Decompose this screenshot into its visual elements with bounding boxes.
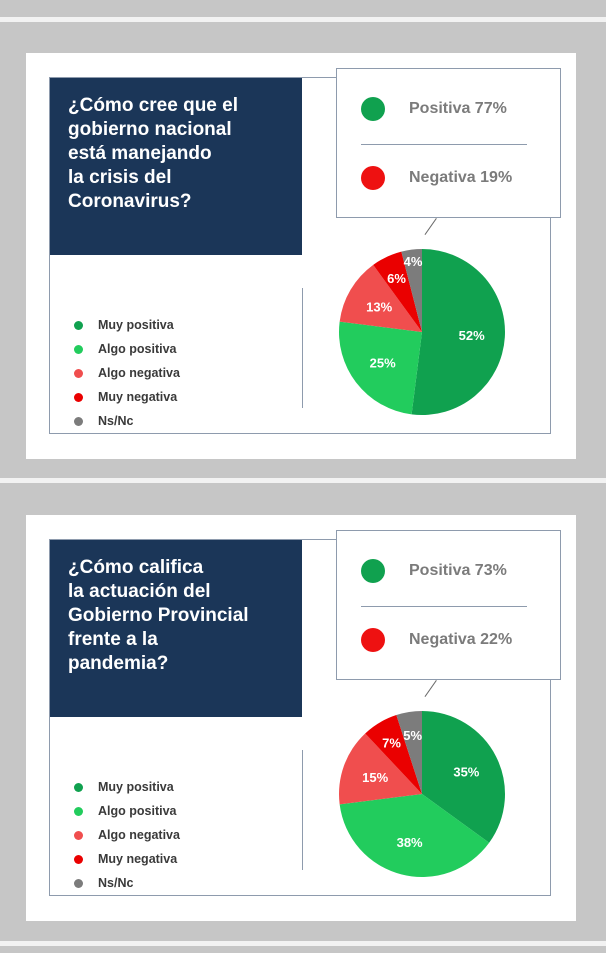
legend-item: Muy negativa <box>74 847 180 871</box>
legend-item: Algo negativa <box>74 823 180 847</box>
legend-item: Muy positiva <box>74 313 180 337</box>
legend-label: Algo positiva <box>98 804 177 818</box>
summary-negative-row: Negativa 19% <box>361 163 512 193</box>
slice-muy-negativa <box>365 715 422 794</box>
slice-label: 38% <box>397 835 423 850</box>
slice-label: 13% <box>366 300 392 315</box>
question-line: la crisis del <box>68 167 172 188</box>
summary-negative-text: Negativa 19% <box>409 169 513 186</box>
summary-divider <box>361 144 527 145</box>
question-line: Gobierno Provincial <box>68 605 249 626</box>
chart-frame-1: ¿Cómo cree que el gobierno nacional está… <box>49 68 561 434</box>
legend-dot <box>74 830 83 840</box>
slice-muy-positiva <box>422 711 505 843</box>
question-line: ¿Cómo cree que el <box>68 95 238 116</box>
positive-dot <box>361 559 385 583</box>
legend-dot <box>74 782 83 792</box>
summary-positive-text: Positiva 77% <box>409 100 507 117</box>
separator-line <box>302 750 303 870</box>
question-box-1: ¿Cómo cree que el gobierno nacional está… <box>50 78 302 255</box>
legend-dot <box>74 806 83 816</box>
slice-ns-nc <box>401 249 422 332</box>
connector-line <box>424 218 437 235</box>
question-line: gobierno nacional <box>68 119 232 140</box>
legend-dot <box>74 368 83 378</box>
pie-chart-1: 52% 25% 13% 6% 4% <box>339 249 506 415</box>
slice-algo-negativa <box>339 733 422 805</box>
legend-label: Ns/Nc <box>98 876 134 890</box>
slice-label: 52% <box>459 328 485 343</box>
summary-positive-row: Positiva 73% <box>361 556 507 586</box>
legend-2: Muy positiva Algo positiva Algo negativa… <box>74 775 180 895</box>
slice-algo-positiva <box>339 794 490 877</box>
legend-dot <box>74 344 83 354</box>
legend-dot <box>74 854 83 864</box>
legend-item: Ns/Nc <box>74 409 180 433</box>
connector-line <box>424 680 437 697</box>
legend-item: Muy negativa <box>74 385 180 409</box>
slice-algo-negativa <box>339 264 422 332</box>
legend-label: Algo negativa <box>98 828 180 842</box>
slice-muy-negativa <box>373 251 422 332</box>
negative-dot <box>361 166 385 190</box>
legend-label: Algo negativa <box>98 366 180 380</box>
bottom-divider <box>0 941 606 946</box>
chart-frame-2: ¿Cómo califica la actuación del Gobierno… <box>49 530 561 896</box>
top-divider <box>0 17 606 22</box>
slice-label: 7% <box>382 736 401 751</box>
legend-dot <box>74 392 83 402</box>
legend-label: Muy positiva <box>98 780 174 794</box>
question-line: pandemia? <box>68 653 169 674</box>
legend-item: Algo positiva <box>74 799 180 823</box>
question-line: ¿Cómo califica <box>68 557 204 578</box>
question-line: la actuación del <box>68 581 211 602</box>
summary-negative-row: Negativa 22% <box>361 625 512 655</box>
legend-label: Ns/Nc <box>98 414 134 428</box>
slice-algo-positiva <box>339 321 422 415</box>
question-line: está manejando <box>68 143 212 164</box>
slice-label: 35% <box>453 764 479 779</box>
slice-label: 6% <box>387 271 406 286</box>
slice-label: 25% <box>370 356 396 371</box>
legend-label: Muy negativa <box>98 390 178 404</box>
legend-dot <box>74 320 83 330</box>
summary-positive-row: Positiva 77% <box>361 94 507 124</box>
legend-label: Muy positiva <box>98 318 174 332</box>
summary-negative-text: Negativa 22% <box>409 631 513 648</box>
slice-muy-positiva <box>411 249 506 415</box>
question-line: frente a la <box>68 629 158 650</box>
chart-card-1: ¿Cómo cree que el gobierno nacional está… <box>26 53 576 459</box>
question-line: Coronavirus? <box>68 191 192 212</box>
legend-item: Algo positiva <box>74 337 180 361</box>
summary-positive-text: Positiva 73% <box>409 562 507 579</box>
slice-label: 4% <box>404 254 423 269</box>
summary-box-2: Positiva 73% Negativa 22% <box>336 530 561 680</box>
legend-dot <box>74 416 83 426</box>
legend-label: Muy negativa <box>98 852 178 866</box>
separator-line <box>302 288 303 408</box>
pie-chart-2: 35% 38% 15% 7%5% <box>339 711 505 877</box>
legend-item: Algo negativa <box>74 361 180 385</box>
question-box-2: ¿Cómo califica la actuación del Gobierno… <box>50 540 302 717</box>
negative-dot <box>361 628 385 652</box>
slice-ns-nc <box>396 711 422 794</box>
summary-box-1: Positiva 77% Negativa 19% <box>336 68 561 218</box>
legend-label: Algo positiva <box>98 342 177 356</box>
legend-item: Ns/Nc <box>74 871 180 895</box>
legend-1: Muy positiva Algo positiva Algo negativa… <box>74 313 180 433</box>
summary-divider <box>361 606 527 607</box>
slice-label: 15% <box>362 770 388 785</box>
positive-dot <box>361 97 385 121</box>
chart-card-2: ¿Cómo califica la actuación del Gobierno… <box>26 515 576 921</box>
slice-label: 5% <box>403 728 422 743</box>
legend-item: Muy positiva <box>74 775 180 799</box>
legend-dot <box>74 878 83 888</box>
middle-divider <box>0 478 606 483</box>
